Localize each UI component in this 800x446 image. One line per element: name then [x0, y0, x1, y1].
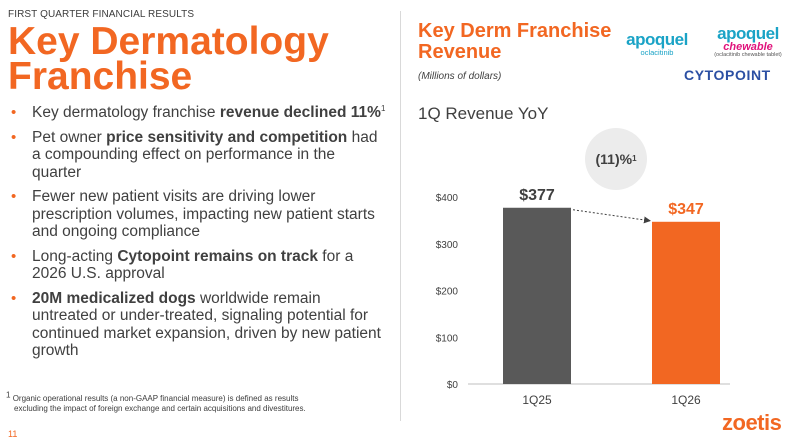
y-tick-label: $300: [436, 240, 459, 251]
bullet-footnote-ref: 1: [380, 103, 386, 113]
bullet-list: • Key dermatology franchise revenue decli…: [8, 104, 388, 367]
bullet-text: Key dermatology franchise: [32, 104, 220, 121]
bullet-item: • Key dermatology franchise revenue decli…: [8, 104, 388, 122]
bullet-text: Long-acting: [32, 247, 118, 265]
bar-1q25: [503, 207, 571, 384]
chewable-label: chewable: [723, 41, 773, 53]
apoquel-wordmark: apoquel: [626, 30, 688, 49]
chewable-subtitle: (oclacitinib chewable tablet): [714, 52, 782, 58]
trend-arrow-icon: [572, 209, 651, 224]
footnote-line-2: excluding the impact of foreign exchange…: [14, 404, 306, 413]
bullet-item: • 20M medicalized dogs worldwide remain u…: [8, 290, 388, 360]
bullet-emphasis: price sensitivity and competition: [106, 128, 348, 146]
bar-1q26: [652, 221, 720, 384]
bullet-text: Fewer new patient visits are driving low…: [32, 188, 375, 240]
apoquel-chewable-logo: apoquel chewable (oclacitinib chewable t…: [702, 24, 794, 58]
y-tick-label: $100: [436, 333, 459, 344]
apoquel-logo: apoquel oclacitinib: [623, 30, 691, 57]
footnote: 1 Organic operational results (a non-GAA…: [6, 391, 386, 414]
zoetis-logo: zoetis: [722, 410, 782, 435]
bullet-text: Pet owner: [32, 128, 107, 146]
chart-panel-title: Key Derm Franchise Revenue: [418, 20, 612, 63]
chart-panel-subtitle: (Millions of dollars): [418, 71, 502, 82]
section-label: FIRST QUARTER FINANCIAL RESULTS: [8, 9, 195, 20]
bar-data-label: $347: [668, 201, 704, 218]
x-category-label: 1Q26: [671, 393, 701, 407]
y-tick-label: $200: [436, 287, 459, 298]
cytopoint-logo: CYTOPOINT: [684, 67, 771, 83]
x-category-label: 1Q25: [522, 393, 552, 407]
bullet-emphasis: revenue declined 11%: [219, 104, 381, 121]
bullet-dot-icon: •: [11, 247, 17, 265]
bullet-dot-icon: •: [11, 104, 17, 121]
bullet-dot-icon: •: [11, 128, 17, 146]
bullet-item: • Long-acting Cytopoint remains on track …: [8, 248, 388, 283]
footnote-line-1: Organic operational results (a non-GAAP …: [12, 394, 299, 403]
bullet-item: • Pet owner price sensitivity and competi…: [8, 129, 388, 182]
bullet-emphasis: Cytopoint remains on track: [117, 247, 318, 265]
bullet-text: for a 2026 U.S. approval: [32, 247, 354, 283]
bullet-emphasis: 20M medicalized dogs: [32, 289, 196, 307]
panel-divider: [400, 11, 401, 421]
change-badge-value: (11)%: [595, 151, 633, 167]
footnote-marker: 1: [6, 390, 11, 400]
slide-title: Key Dermatology Franchise: [8, 20, 329, 98]
bullet-dot-icon: •: [11, 188, 17, 205]
bullet-text: worldwide remain untreated or under-trea…: [32, 289, 381, 360]
page-number: 11: [8, 429, 18, 439]
chart-heading: 1Q Revenue YoY: [418, 104, 549, 123]
y-tick-label: $400: [436, 193, 459, 204]
y-tick-label: $0: [447, 380, 459, 391]
change-badge: (11)% 1: [585, 128, 647, 190]
bullet-item: • Fewer new patient visits are driving lo…: [8, 188, 388, 241]
revenue-bar-chart: $0 $100 $200 $300 $400 $377 1Q25 $347 1Q26: [436, 187, 730, 407]
apoquel-subtitle: oclacitinib: [640, 48, 674, 57]
bullet-text: had a compounding effect on performance …: [32, 128, 378, 181]
apoquel-chewable-wordmark: apoquel: [717, 24, 779, 43]
bullet-dot-icon: •: [11, 289, 17, 307]
bar-data-label: $377: [519, 187, 555, 204]
